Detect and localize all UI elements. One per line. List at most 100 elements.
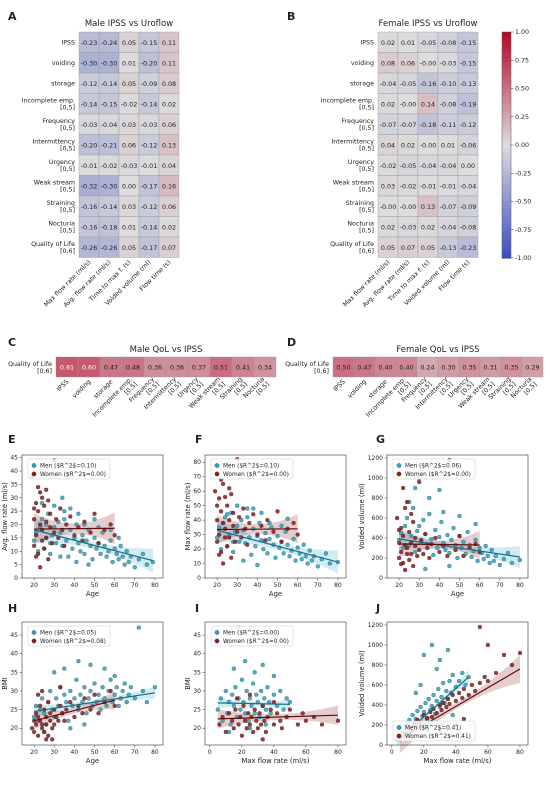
cell-label: 0.02 bbox=[162, 100, 176, 108]
y-tick-label: 5 bbox=[14, 562, 18, 569]
cell-label: -0.01 bbox=[81, 162, 98, 170]
x-tick-label: 70 bbox=[314, 582, 322, 589]
panel-letter: E bbox=[8, 433, 16, 446]
data-point bbox=[116, 703, 121, 709]
data-point bbox=[252, 707, 257, 712]
data-point bbox=[259, 523, 264, 529]
data-point bbox=[421, 551, 426, 557]
data-point bbox=[220, 561, 226, 566]
cell-label: -0.30 bbox=[101, 59, 118, 67]
y-tick-label: 40 bbox=[193, 651, 201, 658]
data-point bbox=[246, 711, 251, 716]
data-point bbox=[453, 547, 458, 553]
data-point bbox=[76, 511, 81, 516]
data-point bbox=[281, 551, 286, 556]
data-point bbox=[64, 522, 69, 527]
data-point bbox=[415, 528, 420, 534]
data-point bbox=[244, 726, 249, 731]
data-point bbox=[29, 726, 35, 731]
legend-label: Women ($R^2$=0.08) bbox=[40, 639, 106, 645]
data-point bbox=[62, 543, 67, 549]
colorbar-band bbox=[502, 246, 511, 252]
data-point bbox=[94, 546, 99, 551]
data-point bbox=[62, 718, 67, 723]
data-point bbox=[418, 682, 423, 688]
data-point bbox=[227, 517, 232, 523]
data-point bbox=[124, 549, 129, 554]
data-point bbox=[437, 487, 442, 493]
data-point bbox=[475, 558, 480, 564]
cell-label: 0.07 bbox=[162, 244, 176, 252]
data-point bbox=[92, 681, 97, 686]
data-point bbox=[259, 510, 264, 516]
data-point bbox=[440, 680, 446, 686]
colorbar-band bbox=[502, 190, 511, 195]
data-point bbox=[217, 722, 222, 727]
data-point bbox=[402, 523, 408, 529]
data-point bbox=[60, 495, 65, 500]
colorbar-band bbox=[502, 58, 511, 63]
data-point bbox=[450, 692, 455, 698]
colorbar-band bbox=[502, 122, 511, 127]
data-point bbox=[39, 722, 45, 727]
row-label: Quality of Life [0,6] bbox=[285, 361, 329, 375]
data-point bbox=[469, 682, 475, 688]
x-tick-label: 0 bbox=[390, 749, 394, 756]
col-label: voiding bbox=[71, 378, 92, 399]
colorbar-band bbox=[502, 133, 511, 139]
regression-line bbox=[217, 714, 339, 720]
cell-label: 0.00 bbox=[461, 162, 475, 170]
row-label: Frequency [0,5] bbox=[42, 118, 75, 132]
y-tick-label: 30 bbox=[10, 688, 18, 695]
legend-box bbox=[27, 625, 111, 647]
x-axis-label: Age bbox=[451, 590, 464, 598]
regression-line bbox=[399, 543, 480, 546]
colorbar-band bbox=[502, 50, 511, 56]
legend-label: Women ($R^2$=0.41) bbox=[405, 734, 471, 740]
colorbar-band bbox=[502, 212, 511, 218]
data-point bbox=[42, 503, 47, 508]
x-tick-label: 80 bbox=[334, 749, 342, 756]
data-point bbox=[108, 522, 113, 527]
data-point bbox=[472, 688, 478, 694]
data-point bbox=[250, 729, 256, 735]
data-point bbox=[275, 509, 280, 514]
row-label: Intermittency [0,5] bbox=[32, 139, 75, 153]
data-point bbox=[254, 718, 259, 723]
colorbar-band bbox=[502, 114, 511, 120]
cell-label: -0.07 bbox=[440, 203, 457, 211]
scatter-g: 20 30 40 50 60 70 80020040060080010001200AgeVo… bbox=[358, 454, 529, 598]
colorbar-band bbox=[502, 216, 511, 221]
colorbar-band bbox=[502, 205, 511, 210]
cell-label: -0.07 bbox=[400, 121, 417, 129]
colorbar-band bbox=[502, 227, 511, 233]
x-tick-label: 30 bbox=[50, 749, 58, 756]
data-point bbox=[82, 685, 87, 690]
data-point bbox=[431, 692, 436, 698]
row-label: Nocturia [0,5] bbox=[48, 221, 75, 235]
data-point bbox=[257, 520, 262, 526]
cell-label: -0.12 bbox=[141, 203, 158, 211]
data-point bbox=[249, 703, 254, 709]
data-point bbox=[303, 554, 308, 559]
cell-label: 0.02 bbox=[421, 223, 435, 231]
data-point bbox=[396, 527, 402, 533]
x-tick-label: 40 bbox=[254, 582, 262, 589]
data-point bbox=[62, 666, 67, 671]
data-point bbox=[31, 506, 37, 511]
row-label: Urgency [0,5] bbox=[49, 159, 75, 173]
y-tick-label: 15 bbox=[10, 535, 18, 542]
col-label: Nocturia[0,5] bbox=[510, 376, 539, 405]
data-point bbox=[307, 548, 312, 553]
data-point bbox=[493, 553, 498, 559]
legend-label: Women ($R^2$=0.00) bbox=[223, 472, 289, 478]
panel-letter: I bbox=[195, 602, 199, 615]
y-axis-label: Max flow rate (ml/s) bbox=[184, 482, 192, 550]
data-point bbox=[411, 519, 416, 525]
row-label: voiding bbox=[351, 60, 374, 67]
data-point bbox=[66, 554, 71, 559]
colorbar-band bbox=[502, 175, 511, 180]
data-point bbox=[220, 481, 226, 487]
panel-letter: D bbox=[287, 336, 296, 349]
data-point bbox=[58, 554, 63, 559]
